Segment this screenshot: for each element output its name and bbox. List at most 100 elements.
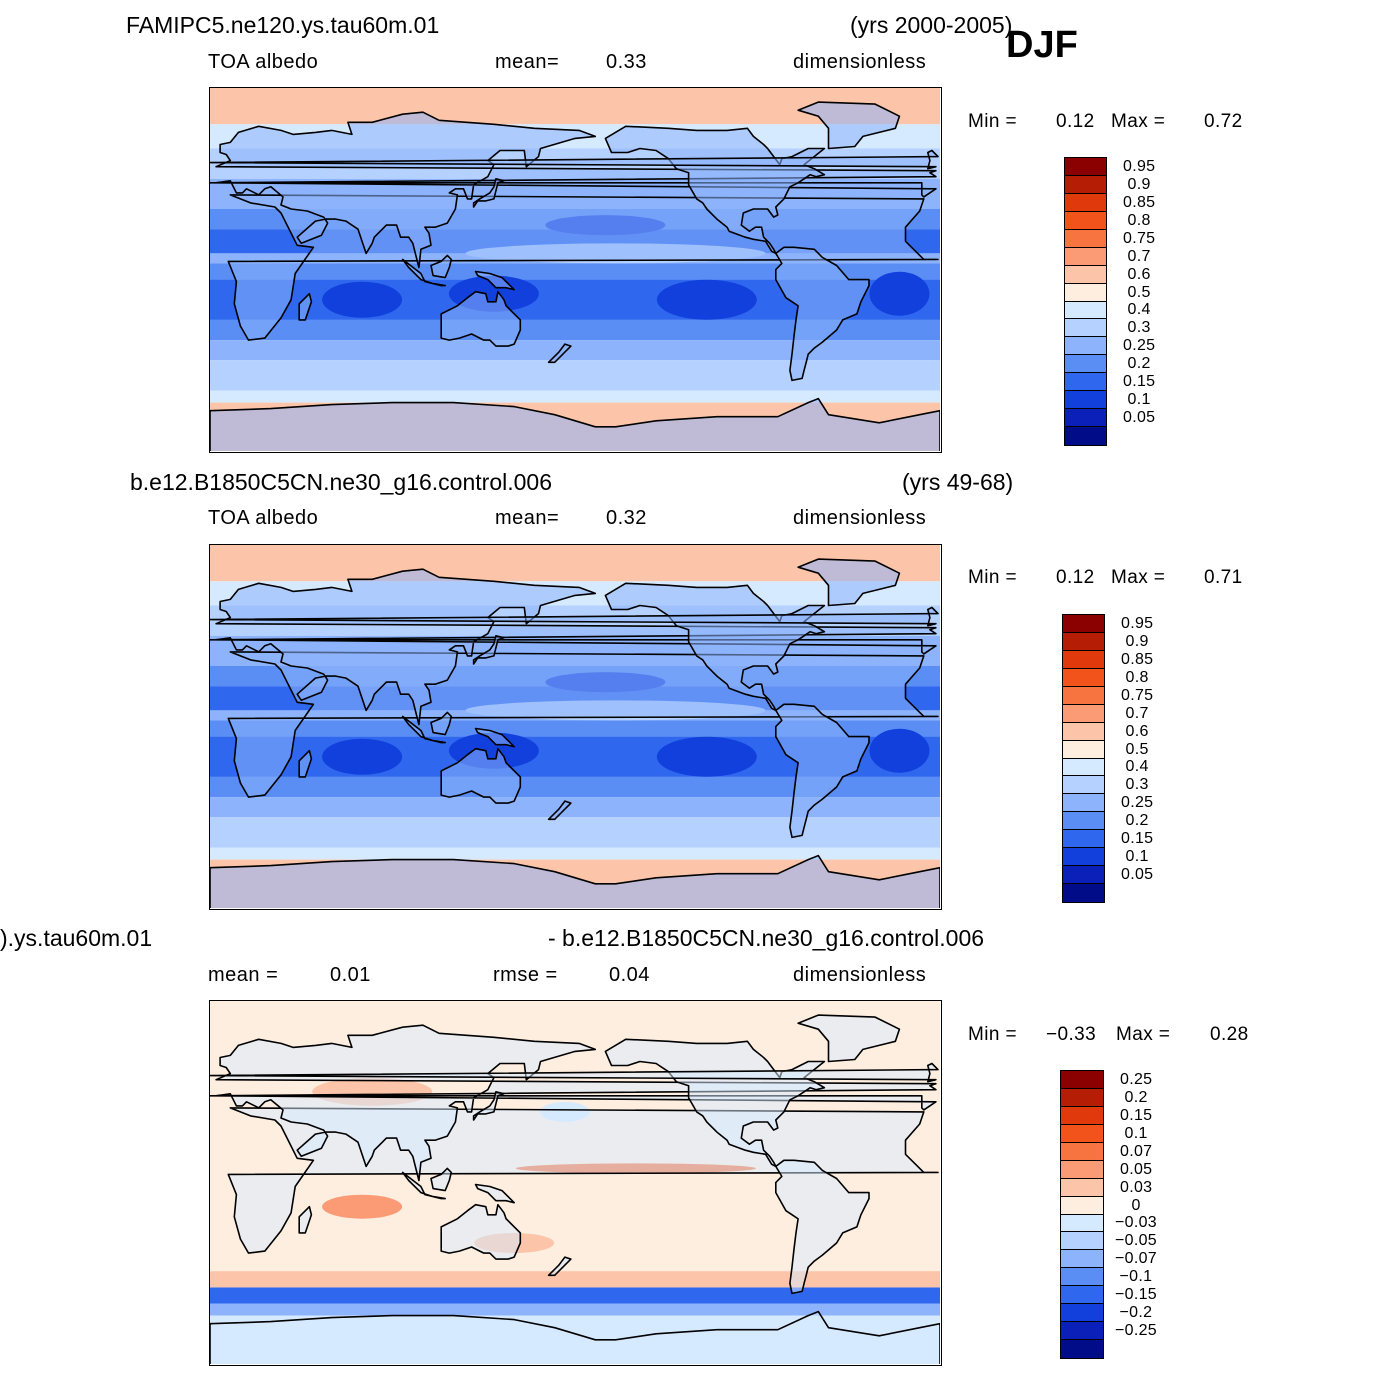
panel3-colorbar-label: 0.15	[1120, 1106, 1153, 1124]
panel1-variable: TOA albedo	[208, 51, 319, 73]
panel3-colorbar-swatch	[1061, 1250, 1103, 1269]
panel2-colorbar-swatch	[1063, 866, 1104, 885]
coastline	[430, 1167, 453, 1192]
panel3-colorbar-swatch	[1061, 1214, 1103, 1233]
panel1-colorbar-swatch	[1065, 337, 1106, 356]
panel2-colorbar-swatch	[1063, 758, 1104, 777]
panel1-colorbar-label: 0.95	[1123, 157, 1156, 175]
panel3-min-value: −0.33	[1046, 1024, 1097, 1045]
panel1-colorbar-swatch	[1065, 265, 1106, 284]
panel1-colorbar-swatch	[1065, 193, 1106, 212]
panel1-units: dimensionless	[793, 51, 927, 73]
panel2-colorbar-label: 0.4	[1125, 758, 1149, 776]
coastline	[797, 1014, 901, 1063]
panel2-variable: TOA albedo	[208, 507, 319, 529]
panel2-units: dimensionless	[793, 507, 927, 529]
albedo-band	[210, 340, 940, 361]
panel1-map	[209, 87, 942, 453]
panel1-colorbar-label: 0.75	[1123, 229, 1156, 247]
panel2-colorbar-swatch	[1063, 812, 1104, 831]
ocean-low-albedo	[869, 271, 930, 316]
coastline	[774, 1159, 870, 1295]
panel3-colorbar-swatch	[1061, 1106, 1103, 1125]
coastline	[472, 178, 505, 208]
panel2-min-label: Min =	[968, 567, 1017, 588]
panel3-colorbar-swatch	[1061, 1322, 1103, 1341]
panel1-colorbar-swatch	[1065, 301, 1106, 320]
panel1-colorbar-label: 0.7	[1127, 247, 1151, 265]
albedo-band	[210, 720, 940, 737]
panel1-colorbar-swatch	[1065, 247, 1106, 266]
panel3-colorbar-swatch	[1061, 1088, 1103, 1107]
panel2-colorbar-swatch	[1063, 704, 1104, 723]
panel1-colorbar-label: 0.05	[1123, 409, 1156, 427]
map-svg	[210, 545, 940, 908]
panel3-colorbar-label: 0.07	[1120, 1142, 1153, 1160]
coastline	[774, 703, 870, 839]
albedo-band	[210, 263, 940, 280]
panel2-colorbar-label: 0.95	[1121, 614, 1154, 632]
panel2-map	[209, 544, 942, 910]
panel3-colorbar-label: −0.25	[1115, 1322, 1157, 1340]
panel1-colorbar-label: 0.2	[1127, 355, 1151, 373]
coastline	[472, 635, 505, 665]
panel3-colorbar-label: 0	[1131, 1196, 1141, 1214]
panel1-min-label: Min =	[968, 111, 1017, 132]
panel2-years: (yrs 49-68)	[902, 469, 1014, 495]
coastline	[774, 246, 870, 382]
panel3-colorbar-swatch	[1061, 1268, 1103, 1287]
panel2-case-title: b.e12.B1850C5CN.ne30_g16.control.006	[130, 469, 552, 495]
panel2-min-value: 0.12	[1056, 567, 1095, 588]
panel3-colorbar-swatch	[1061, 1196, 1103, 1215]
panel3-colorbar-label: 0.25	[1120, 1070, 1153, 1088]
coastline	[797, 558, 901, 607]
panel1-colorbar-label: 0.4	[1127, 301, 1151, 319]
panel3-colorbar	[1060, 1070, 1104, 1359]
panel2-colorbar-label: 0.05	[1121, 866, 1154, 884]
panel2-colorbar-swatch	[1063, 615, 1104, 633]
coastline	[210, 568, 937, 726]
coastline	[474, 270, 516, 291]
panel3-colorbar-label: 0.2	[1124, 1088, 1148, 1106]
panel1-colorbar-swatch	[1065, 283, 1106, 302]
coastline	[298, 1205, 313, 1234]
albedo-band	[210, 817, 940, 848]
panel2-colorbar-label: 0.7	[1125, 704, 1149, 722]
panel2-colorbar-swatch	[1063, 632, 1104, 651]
coastline	[547, 800, 572, 821]
panel1-mean-label: mean=	[495, 51, 560, 73]
panel3-max-label: Max =	[1116, 1024, 1171, 1045]
panel1-colorbar-swatch	[1065, 373, 1106, 392]
panel2-colorbar-label: 0.8	[1125, 668, 1149, 686]
panel1-colorbar-label: 0.3	[1127, 319, 1151, 337]
panel2-colorbar-label: 0.5	[1125, 740, 1149, 758]
coastline	[797, 101, 901, 150]
panel3-colorbar-swatch	[1061, 1340, 1103, 1358]
coastline	[472, 1091, 505, 1121]
coastline	[210, 606, 939, 627]
panel3-rmse-label: rmse =	[493, 964, 558, 986]
panel1-colorbar-label: 0.1	[1127, 391, 1151, 409]
albedo-band	[210, 797, 940, 818]
panel1-colorbar-label: 0.6	[1127, 265, 1151, 283]
coastline	[210, 1062, 939, 1083]
coastline	[474, 1183, 516, 1204]
coastline	[298, 292, 313, 321]
panel2-mean-value: 0.32	[606, 507, 647, 529]
panel3-colorbar-label: 0.05	[1120, 1160, 1153, 1178]
panel2-colorbar-label: 0.6	[1125, 722, 1149, 740]
ocean-low-albedo	[322, 281, 403, 318]
panel1-colorbar-swatch	[1065, 427, 1106, 445]
coastline	[210, 1024, 937, 1182]
coastline	[401, 258, 446, 287]
panel1-min-value: 0.12	[1056, 111, 1095, 132]
coastline	[210, 149, 939, 170]
panel2-colorbar-label: 0.75	[1121, 686, 1154, 704]
panel2-colorbar-swatch	[1063, 722, 1104, 741]
coastline	[298, 749, 313, 778]
panel1-colorbar-swatch	[1065, 211, 1106, 230]
panel1-colorbar-label: 0.25	[1123, 337, 1156, 355]
panel1-colorbar-swatch	[1065, 158, 1106, 176]
panel3-colorbar-label: −0.07	[1115, 1250, 1157, 1268]
panel1-colorbar-label: 0.85	[1123, 193, 1156, 211]
